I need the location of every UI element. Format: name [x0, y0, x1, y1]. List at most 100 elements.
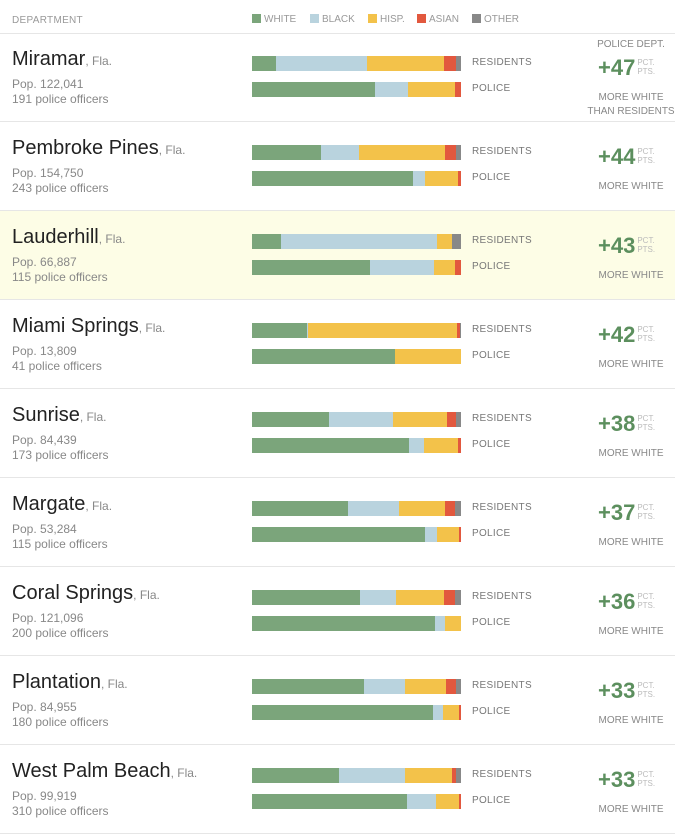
- bar-segment-hisp: [424, 438, 458, 453]
- bar-segment-white: [252, 501, 349, 516]
- residents-bar: [252, 679, 461, 694]
- officer-count: 243 police officers: [12, 181, 109, 195]
- diff-number: +43: [598, 233, 636, 258]
- city-name: Margate: [12, 493, 86, 515]
- city-name: Coral Springs: [12, 582, 134, 604]
- police-bar: [252, 527, 461, 542]
- police-label: POLICE: [472, 172, 511, 183]
- bar-segment-white: [252, 412, 330, 427]
- bar-segment-white: [252, 794, 407, 809]
- bar-segment-hisp: [358, 145, 446, 160]
- population: Pop. 99,919: [12, 789, 77, 803]
- department-column-header: DEPARTMENT: [12, 15, 83, 26]
- diff-number: +37: [598, 500, 636, 525]
- bar-segment-asian: [445, 145, 456, 160]
- residents-label: RESIDENTS: [472, 324, 532, 335]
- legend-label: WHITE: [264, 14, 297, 25]
- bar-segment-other: [455, 145, 461, 160]
- legend-label: ASIAN: [429, 14, 460, 25]
- caption-line: MORE WHITE: [598, 537, 664, 548]
- population: Pop. 13,809: [12, 344, 77, 358]
- legend-swatch: [252, 14, 261, 23]
- diff-caption: MORE WHITE: [586, 180, 675, 194]
- bar-segment-asian: [457, 171, 461, 186]
- bar-segment-black: [338, 768, 405, 783]
- legend-swatch: [472, 14, 481, 23]
- state-abbrev: , Fla.: [100, 677, 128, 691]
- bar-segment-black: [425, 527, 437, 542]
- bar-segment-black: [329, 412, 394, 427]
- diff-unit: PCT. PTS.: [637, 414, 655, 432]
- diff-caption: MORE WHITE: [586, 625, 675, 639]
- caption-line: MORE WHITE: [598, 626, 664, 637]
- diff-caption: MORE WHITE: [586, 714, 675, 728]
- diff-value: +33 PCT. PTS.: [598, 678, 655, 704]
- bar-segment-other: [454, 501, 461, 516]
- diff-unit: PCT. PTS.: [637, 592, 655, 610]
- bar-segment-other: [455, 56, 461, 71]
- bar-segment-asian: [458, 527, 461, 542]
- police-label: POLICE: [472, 795, 511, 806]
- bar-segment-black: [375, 82, 408, 97]
- bar-segment-asian: [446, 679, 456, 694]
- diff-value: +33 PCT. PTS.: [598, 767, 655, 793]
- bar-segment-black: [412, 171, 426, 186]
- police-bar: [252, 171, 461, 186]
- bar-segment-white: [252, 171, 413, 186]
- department-city: Margate, Fla.: [12, 493, 112, 516]
- officer-count: 115 police officers: [12, 537, 108, 551]
- diff-unit: PCT. PTS.: [637, 681, 655, 699]
- officer-count: 115 police officers: [12, 270, 108, 284]
- bar-segment-asian: [444, 590, 455, 605]
- diff-unit: PCT. PTS.: [637, 325, 655, 343]
- bar-segment-black: [363, 679, 405, 694]
- bar-segment-asian: [458, 794, 461, 809]
- police-label: POLICE: [472, 350, 511, 361]
- city-name: Plantation: [12, 671, 101, 693]
- diff-unit: PCT. PTS.: [637, 236, 655, 254]
- diff-unit: PCT. PTS.: [637, 147, 655, 165]
- city-name: Pembroke Pines: [12, 137, 159, 159]
- pct-label: PCT.: [637, 681, 655, 690]
- department-row: West Palm Beach, Fla. Pop. 99,919 310 poli…: [0, 745, 675, 834]
- city-name: Miami Springs: [12, 315, 139, 337]
- residents-label: RESIDENTS: [472, 146, 532, 157]
- department-row: Plantation, Fla. Pop. 84,955 180 police of…: [0, 656, 675, 745]
- bar-segment-hisp: [425, 171, 458, 186]
- bar-segment-white: [252, 82, 376, 97]
- bar-segment-white: [252, 56, 277, 71]
- diff-caption: MORE WHITE THAN RESIDENTS: [586, 91, 675, 119]
- officer-count: 41 police officers: [12, 359, 102, 373]
- pts-label: PTS.: [637, 245, 656, 254]
- residents-bar: [252, 323, 461, 338]
- pts-label: PTS.: [637, 334, 656, 343]
- department-row: Sunrise, Fla. Pop. 84,439 173 police offic…: [0, 389, 675, 478]
- bar-segment-white: [252, 234, 282, 249]
- department-row: Pembroke Pines, Fla. Pop. 154,750 243 poli…: [0, 122, 675, 211]
- department-city: West Palm Beach, Fla.: [12, 760, 197, 783]
- residents-bar: [252, 590, 461, 605]
- pct-label: PCT.: [637, 770, 655, 779]
- bar-segment-black: [434, 616, 446, 631]
- diff-value: +47 PCT. PTS.: [598, 55, 655, 81]
- bar-segment-hisp: [435, 794, 459, 809]
- pts-label: PTS.: [637, 156, 656, 165]
- pts-label: PTS.: [637, 67, 656, 76]
- legend-item-other: OTHER: [472, 14, 519, 25]
- bar-segment-black: [348, 501, 400, 516]
- bar-segment-other: [455, 412, 461, 427]
- bar-segment-asian: [447, 412, 456, 427]
- bar-segment-other: [455, 679, 461, 694]
- bar-segment-other: [459, 323, 461, 338]
- bar-segment-white: [252, 527, 426, 542]
- state-abbrev: , Fla.: [170, 766, 198, 780]
- legend-item-black: BLACK: [310, 14, 355, 25]
- officer-count: 200 police officers: [12, 626, 109, 640]
- residents-bar: [252, 412, 461, 427]
- bar-segment-black: [307, 323, 309, 338]
- bar-segment-hisp: [404, 679, 447, 694]
- police-bar: [252, 82, 461, 97]
- diff-header: POLICE DEPT.: [597, 39, 665, 50]
- diff-caption: MORE WHITE: [586, 269, 675, 283]
- department-row: Margate, Fla. Pop. 53,284 115 police offic…: [0, 478, 675, 567]
